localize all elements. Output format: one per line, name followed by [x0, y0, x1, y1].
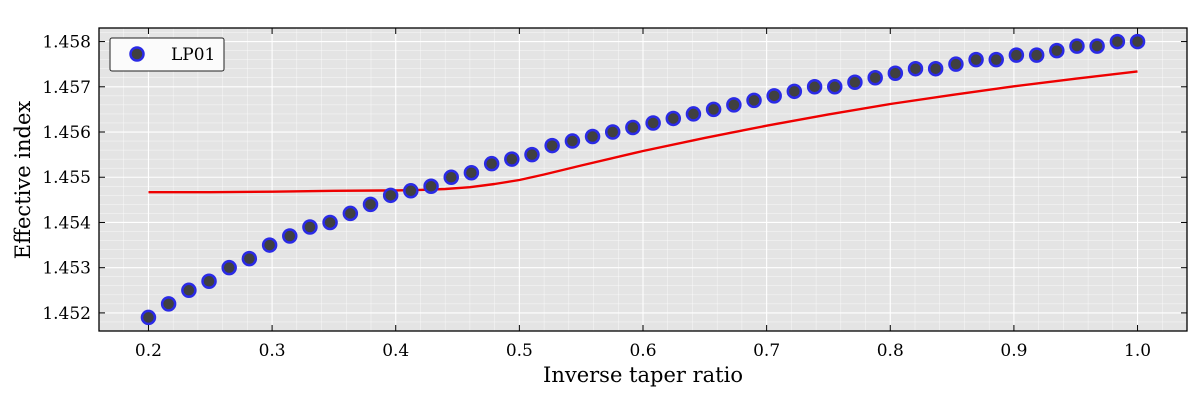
data-point	[160, 296, 177, 312]
data-point	[403, 183, 419, 199]
x-tick-label: 0.7	[753, 341, 780, 361]
x-tick-label: 0.9	[1000, 341, 1027, 361]
data-point	[524, 146, 540, 163]
data-point	[625, 119, 641, 136]
data-point	[322, 214, 338, 231]
legend: LP01	[109, 37, 225, 72]
data-point	[504, 151, 520, 167]
legend-label: LP01	[171, 45, 215, 65]
data-point	[201, 273, 217, 290]
data-point	[1069, 38, 1085, 54]
data-point	[483, 155, 500, 172]
y-tick-label: 1.452	[42, 304, 91, 324]
data-point	[948, 56, 964, 72]
data-point	[847, 74, 863, 91]
data-point	[604, 124, 621, 140]
data-point	[705, 101, 722, 118]
data-point	[1028, 47, 1045, 63]
data-point	[362, 196, 379, 213]
data-point	[968, 51, 984, 68]
data-point	[181, 282, 197, 299]
grid	[99, 28, 1188, 332]
data-point	[746, 92, 762, 109]
data-point	[927, 60, 944, 77]
data-point	[1089, 38, 1105, 54]
legend-marker	[129, 46, 145, 62]
data-point	[342, 205, 359, 222]
y-tick-label: 1.456	[42, 123, 91, 143]
line-series	[148, 70, 1138, 194]
x-tick-label: 0.3	[259, 341, 286, 361]
data-point	[827, 79, 843, 95]
data-point	[1129, 33, 1146, 50]
data-point	[726, 97, 742, 113]
data-point	[282, 228, 298, 244]
data-point	[261, 237, 278, 253]
x-tick-label: 1.0	[1124, 341, 1151, 361]
data-point	[685, 106, 702, 122]
data-point	[786, 83, 803, 100]
y-tick-label: 1.453	[42, 259, 91, 279]
data-point	[302, 219, 318, 235]
data-point	[382, 187, 399, 204]
data-point	[443, 169, 459, 185]
data-point	[544, 137, 560, 154]
data-point	[241, 250, 258, 267]
data-point	[806, 79, 823, 95]
y-tick-label: 1.455	[42, 168, 91, 188]
data-point	[584, 128, 601, 145]
data-point	[867, 69, 883, 86]
x-axis-title: Inverse taper ratio	[543, 363, 743, 387]
data-point	[645, 115, 661, 131]
ticks: 0.2 0.3 0.4 0.5 0.6 0.7 0.8 0.9 1.0 1.452 1.453 1.4…	[42, 28, 1187, 361]
series-line	[148, 70, 1138, 194]
x-tick-label: 0.8	[877, 341, 904, 361]
data-point	[423, 178, 439, 195]
x-tick-label: 0.5	[506, 341, 533, 361]
y-tick-label: 1.454	[42, 213, 91, 233]
data-point	[1008, 47, 1025, 63]
data-point	[665, 110, 682, 127]
data-point	[463, 164, 480, 181]
data-point	[221, 259, 237, 276]
x-tick-label: 0.2	[135, 341, 162, 361]
data-point	[887, 65, 904, 81]
data-point	[907, 60, 924, 77]
data-point	[988, 51, 1004, 68]
x-tick-label: 0.4	[382, 341, 409, 361]
y-tick-label: 1.457	[42, 78, 91, 98]
data-point	[766, 88, 782, 104]
y-tick-label: 1.458	[42, 33, 91, 53]
data-point	[140, 309, 157, 326]
legend-box	[109, 37, 225, 72]
y-axis-title: Effective index	[11, 101, 35, 260]
scatter-series	[140, 33, 1146, 326]
x-tick-label: 0.6	[629, 341, 656, 361]
data-point	[564, 133, 581, 149]
data-point	[1109, 33, 1126, 50]
data-point	[1049, 42, 1065, 59]
